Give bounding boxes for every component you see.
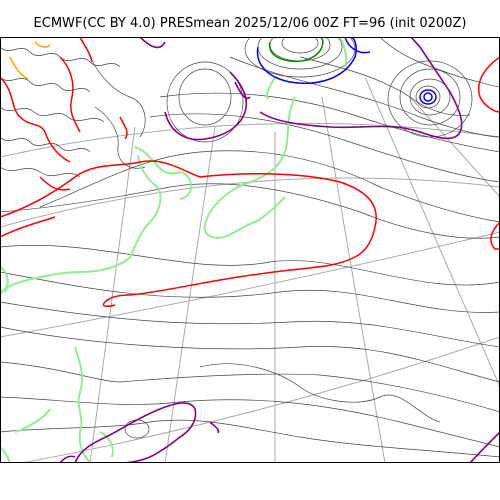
- meridian-line: [164, 126, 216, 463]
- meridian-line: [321, 96, 386, 463]
- blue-contour-line: [256, 37, 357, 84]
- blue-contours: [256, 37, 437, 105]
- green-contour-line: [99, 431, 114, 458]
- meridian-line: [364, 76, 500, 388]
- red-contour-line: [0, 216, 56, 238]
- isobar-closed: [281, 37, 319, 54]
- red-contour-line: [0, 160, 377, 258]
- green-contour-line: [0, 446, 11, 463]
- isobar-line: [0, 183, 500, 239]
- green-contour-line: [0, 266, 9, 293]
- isobar-line: [39, 150, 500, 223]
- isobar-line: [0, 166, 81, 178]
- red-contour-line: [478, 56, 500, 113]
- map-background: [0, 37, 500, 463]
- green-contour-line: [14, 408, 51, 433]
- orange-contours: [9, 41, 51, 80]
- map-canvas: [0, 37, 500, 463]
- darkgreen-contours: [268, 37, 324, 63]
- red-contours: [0, 37, 500, 307]
- parallel-line: [0, 231, 500, 338]
- parallel-line: [0, 122, 500, 158]
- purple-contour-line: [139, 37, 166, 49]
- red-contour-line: [39, 176, 71, 191]
- isobar-line: [0, 245, 500, 286]
- purple-contour-line: [469, 431, 500, 463]
- orange-contour-line: [9, 56, 29, 80]
- red-contour-line: [0, 76, 71, 163]
- isobar-line: [0, 271, 500, 313]
- red-contour-line: [490, 221, 500, 250]
- isobar-line: [0, 301, 500, 348]
- orange-contour-line: [34, 41, 51, 48]
- green-contour-line: [203, 96, 296, 239]
- red-contour-line: [59, 56, 81, 133]
- green-contour-line: [0, 154, 162, 298]
- isobar-line: [0, 136, 91, 153]
- isobar-line: [89, 56, 146, 138]
- purple-contour-line: [59, 455, 76, 463]
- purple-contour-line: [259, 37, 463, 140]
- darkgreen-contour-line: [268, 37, 324, 63]
- isobar-line: [229, 56, 500, 138]
- isobar-line: [94, 106, 146, 169]
- isobar-line: [159, 92, 500, 153]
- map-title: ECMWF(CC BY 4.0) PRESmean 2025/12/06 00Z…: [33, 16, 467, 31]
- purple-contours: [59, 37, 500, 463]
- parallel-line: [19, 336, 500, 463]
- isobar-line: [0, 361, 500, 413]
- graticule: [0, 76, 500, 463]
- isobar-line: [149, 113, 500, 183]
- green-contour-line: [134, 146, 193, 200]
- isobars: [0, 37, 500, 458]
- isobar-closed: [166, 61, 244, 143]
- isobar-line: [0, 76, 91, 93]
- isobar-closed: [399, 68, 461, 126]
- blue-contour-line: [344, 37, 371, 54]
- isobar-line: [379, 37, 500, 88]
- green-contour-line: [339, 37, 348, 68]
- green-contour-line: [266, 76, 276, 100]
- meridian-line: [89, 126, 136, 463]
- isobar-closed: [409, 78, 451, 116]
- purple-contour-line: [164, 71, 248, 141]
- purple-contour-line: [74, 402, 197, 463]
- isobar-line: [0, 106, 105, 123]
- blue-contour-closed: [423, 92, 433, 102]
- isobar-line: [0, 419, 500, 458]
- isobar-line: [0, 396, 500, 448]
- map-frame: [0, 37, 500, 463]
- red-contour-line: [102, 256, 356, 307]
- isobar-closed: [178, 68, 232, 126]
- isobar-closed: [415, 85, 441, 109]
- isobar-line: [199, 363, 441, 423]
- isobar-line: [0, 326, 500, 383]
- red-contour-line: [119, 116, 128, 140]
- purple-contour-line: [234, 81, 251, 100]
- meridian-line: [409, 96, 500, 198]
- blue-contour-closed: [419, 89, 437, 105]
- red-contour-line: [79, 37, 93, 63]
- purple-contour-line: [209, 421, 220, 434]
